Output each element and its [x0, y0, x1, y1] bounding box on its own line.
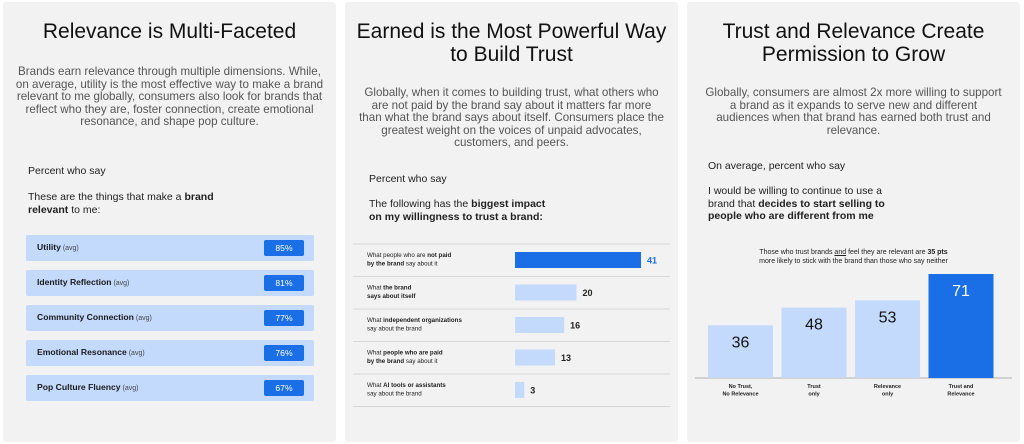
value-badge: 76%	[264, 345, 304, 361]
row-label: by the brand say about it	[367, 261, 438, 268]
panel-description: Globally, consumers are almost 2x more w…	[705, 86, 1002, 137]
category-label: Trust	[807, 384, 821, 390]
panel-earned-trust: Earned is the Most Powerful Way to Build…	[345, 2, 678, 442]
value-badge: 81%	[264, 275, 304, 291]
bar-label: Identity Reflection (avg)	[37, 277, 130, 287]
row-label: What people who are paid	[367, 350, 443, 357]
category-label: No Trust,	[729, 384, 753, 390]
panel-title: Relevance is Multi-Faceted	[42, 20, 297, 43]
row-label: say about the brand	[367, 391, 422, 398]
value-label: 13	[561, 353, 571, 363]
column-bar	[708, 325, 773, 378]
bar-label: Utility (avg)	[37, 242, 79, 252]
value-label: 48	[805, 317, 823, 334]
question-text: These are the things that make a brand r…	[28, 191, 214, 216]
trust-bar	[515, 382, 525, 398]
bar-label: Emotional Resonance (avg)	[37, 347, 145, 357]
trust-bar	[515, 252, 641, 268]
trust-bar	[515, 349, 555, 366]
value-label: 20	[582, 288, 592, 298]
row-label: say about the brand	[367, 326, 422, 333]
panel-relevance: Relevance is Multi-Faceted Brands earn r…	[3, 2, 336, 442]
willingness-chart: 36 No Trust, No Relevance 48 Trust only 53 Rele…	[695, 274, 1012, 398]
category-label: Trust and	[949, 384, 974, 390]
value-label: 53	[879, 309, 897, 326]
trust-sources-chart: What people who are not paid by the brand…	[353, 243, 670, 407]
chart-note: Those who trust brands and feel they are…	[759, 249, 948, 265]
relevance-bar: Identity Reflection (avg) 81%	[26, 270, 314, 296]
column-bar	[855, 300, 920, 378]
value-label: 3	[530, 386, 535, 396]
value-badge: 85%	[264, 240, 304, 256]
value-badge: 77%	[264, 310, 304, 326]
panel-description: Globally, when it comes to building trus…	[359, 86, 664, 150]
panel-title: Trust and Relevance Create Permission to…	[722, 20, 985, 66]
row-label: What independent organizations	[367, 317, 462, 324]
row-label: What AI tools or assistants	[367, 382, 446, 389]
column-bar	[781, 307, 847, 378]
category-label: Relevance	[874, 384, 901, 390]
question-text: The following has the biggest impact on m…	[369, 198, 546, 223]
trust-bar	[515, 317, 565, 333]
panel-title: Earned is the Most Powerful Way to Build…	[356, 20, 667, 66]
column-bar	[928, 274, 994, 378]
relevance-bar: Utility (avg) 85%	[26, 235, 314, 261]
value-badge: 67%	[264, 380, 304, 396]
category-label: Relevance	[947, 392, 974, 398]
relevance-bar: Pop Culture Fluency (avg) 67%	[26, 375, 314, 401]
panel-permission-to-grow: Trust and Relevance Create Permission to…	[687, 2, 1020, 442]
row-label: What the brand	[367, 285, 412, 292]
category-label: only	[808, 392, 820, 398]
relevance-bar: Community Connection (avg) 77%	[26, 305, 314, 331]
measure-label: On average, percent who say	[708, 160, 846, 172]
value-label: 41	[647, 256, 657, 266]
row-label: What people who are not paid	[367, 252, 451, 259]
value-label: 16	[570, 321, 580, 331]
bar-label: Pop Culture Fluency (avg)	[37, 382, 139, 392]
category-label: only	[882, 392, 894, 398]
measure-label: Percent who say	[369, 173, 447, 185]
relevance-bar: Emotional Resonance (avg) 76%	[26, 340, 314, 366]
bar-label: Community Connection (avg)	[37, 312, 152, 322]
row-label: says about itself	[367, 293, 416, 300]
value-label: 71	[952, 283, 970, 300]
measure-label: Percent who say	[28, 165, 106, 177]
value-label: 36	[732, 334, 750, 351]
row-label: by the brand say about it	[367, 358, 438, 365]
panel-description: Brands earn relevance through multiple d…	[15, 65, 324, 129]
category-label: No Relevance	[722, 392, 758, 398]
trust-bar	[515, 284, 577, 301]
